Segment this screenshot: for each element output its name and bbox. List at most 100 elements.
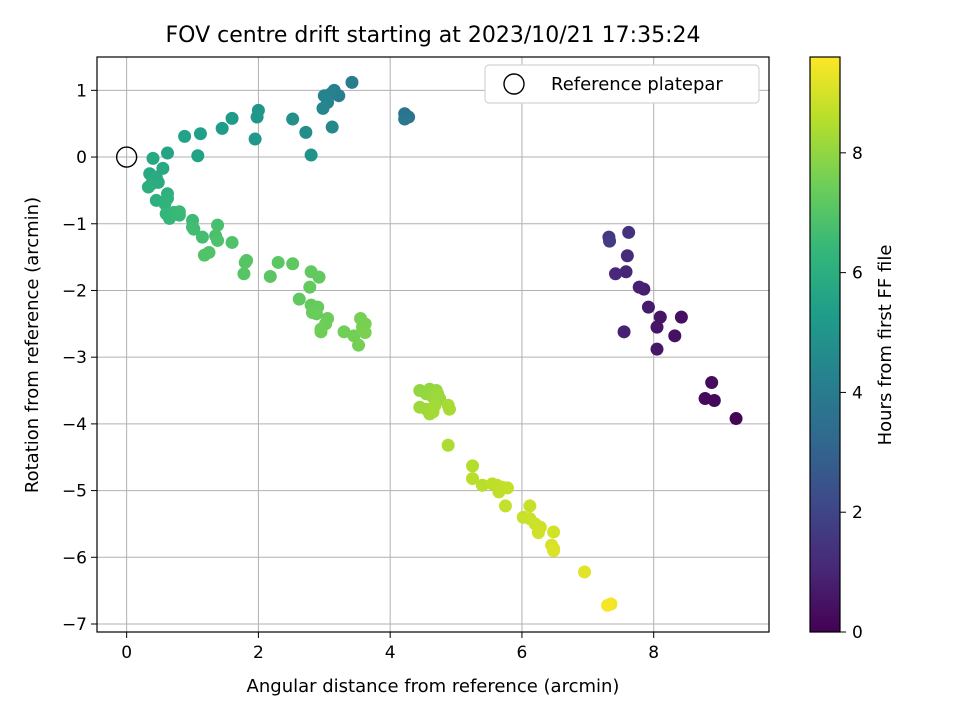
data-point (225, 235, 239, 249)
data-point (211, 233, 225, 247)
y-tick-label: 1 (76, 81, 87, 101)
grid-lines (97, 57, 769, 632)
data-point (398, 112, 412, 126)
data-point (286, 112, 300, 126)
x-axis-ticks: 0 2 4 6 8 (121, 632, 659, 663)
data-point (578, 565, 592, 579)
chart-title: FOV centre drift starting at 2023/10/21 … (166, 23, 701, 48)
data-point (653, 310, 667, 324)
y-tick-label: −3 (62, 348, 87, 368)
data-point (345, 75, 359, 89)
data-point (475, 478, 489, 492)
legend: Reference platepar (484, 64, 760, 104)
legend-box (484, 64, 760, 104)
data-point (271, 255, 285, 269)
data-point (705, 376, 719, 390)
data-point (316, 101, 330, 115)
data-point (215, 121, 229, 135)
y-tick-label: −1 (62, 215, 87, 235)
data-point (250, 110, 264, 124)
data-point (650, 342, 664, 356)
colorbar-ticks: 0 2 4 6 8 (840, 144, 863, 643)
data-point (466, 472, 480, 486)
data-point (303, 280, 317, 294)
data-point (674, 310, 688, 324)
data-point (650, 320, 664, 334)
colorbar-label: Hours from first FF file (875, 245, 896, 446)
data-point (238, 255, 252, 269)
reference-platepar-marker (115, 146, 138, 168)
data-point (531, 526, 545, 540)
x-tick-label: 2 (253, 643, 264, 663)
colorbar-tick-label: 4 (852, 383, 863, 403)
data-point (608, 267, 622, 281)
colorbar-tick-label: 8 (852, 144, 863, 164)
y-tick-label: −2 (62, 281, 87, 301)
data-point (729, 412, 743, 426)
legend-reference-marker (503, 73, 525, 95)
data-point (500, 481, 514, 495)
data-point (160, 146, 174, 160)
colorbar-tick-label: 2 (852, 503, 863, 523)
data-point (641, 300, 655, 314)
data-point (312, 270, 326, 284)
data-point (601, 598, 615, 612)
y-axis-label: Rotation from reference (arcmin) (22, 197, 43, 493)
data-point (304, 148, 318, 162)
data-point (237, 267, 251, 281)
data-point (426, 405, 440, 419)
colorbar-gradient (809, 56, 841, 633)
data-point (141, 180, 155, 194)
data-point (442, 402, 456, 416)
data-point (309, 307, 323, 321)
data-point (668, 329, 682, 343)
y-tick-label: −4 (62, 415, 87, 435)
data-point (619, 265, 633, 279)
data-point (698, 392, 712, 406)
data-point (466, 459, 480, 473)
data-point (191, 149, 205, 163)
data-point (617, 325, 631, 339)
data-point (441, 438, 455, 452)
data-point (314, 325, 328, 339)
data-point (547, 525, 561, 539)
data-point (523, 499, 537, 513)
data-point (225, 111, 239, 125)
data-point (197, 248, 211, 262)
data-point (620, 249, 634, 263)
legend-label: Reference platepar (551, 74, 723, 95)
data-point (358, 325, 372, 339)
data-point (498, 499, 512, 513)
data-point (146, 151, 160, 165)
data-point (248, 132, 262, 146)
data-point (292, 292, 306, 306)
y-tick-label: 0 (76, 148, 87, 168)
x-axis-label: Angular distance from reference (arcmin) (247, 676, 620, 697)
y-tick-label: −6 (62, 548, 87, 568)
x-tick-label: 8 (648, 643, 659, 663)
colorbar: 0 2 4 6 8 Hours from first FF file (809, 56, 896, 643)
data-point (337, 325, 351, 339)
data-point (286, 257, 300, 271)
scatter-points (141, 75, 743, 612)
data-point (158, 197, 172, 211)
data-point (187, 222, 201, 236)
y-tick-label: −7 (62, 615, 87, 635)
x-tick-label: 0 (121, 643, 132, 663)
data-point (178, 129, 192, 143)
x-tick-label: 6 (517, 643, 528, 663)
y-tick-label: −5 (62, 482, 87, 502)
data-point (263, 269, 277, 283)
data-point (195, 230, 209, 244)
y-axis-ticks: 1 0 −1 −2 −3 −4 −5 −6 −7 (62, 81, 97, 635)
plot-frame (96, 56, 770, 633)
data-point (603, 234, 617, 248)
colorbar-tick-label: 0 (852, 623, 863, 643)
x-tick-label: 4 (385, 643, 396, 663)
data-point (431, 387, 445, 401)
data-point (547, 544, 561, 558)
data-point (325, 120, 339, 134)
data-point (211, 218, 225, 232)
data-point (172, 205, 186, 219)
